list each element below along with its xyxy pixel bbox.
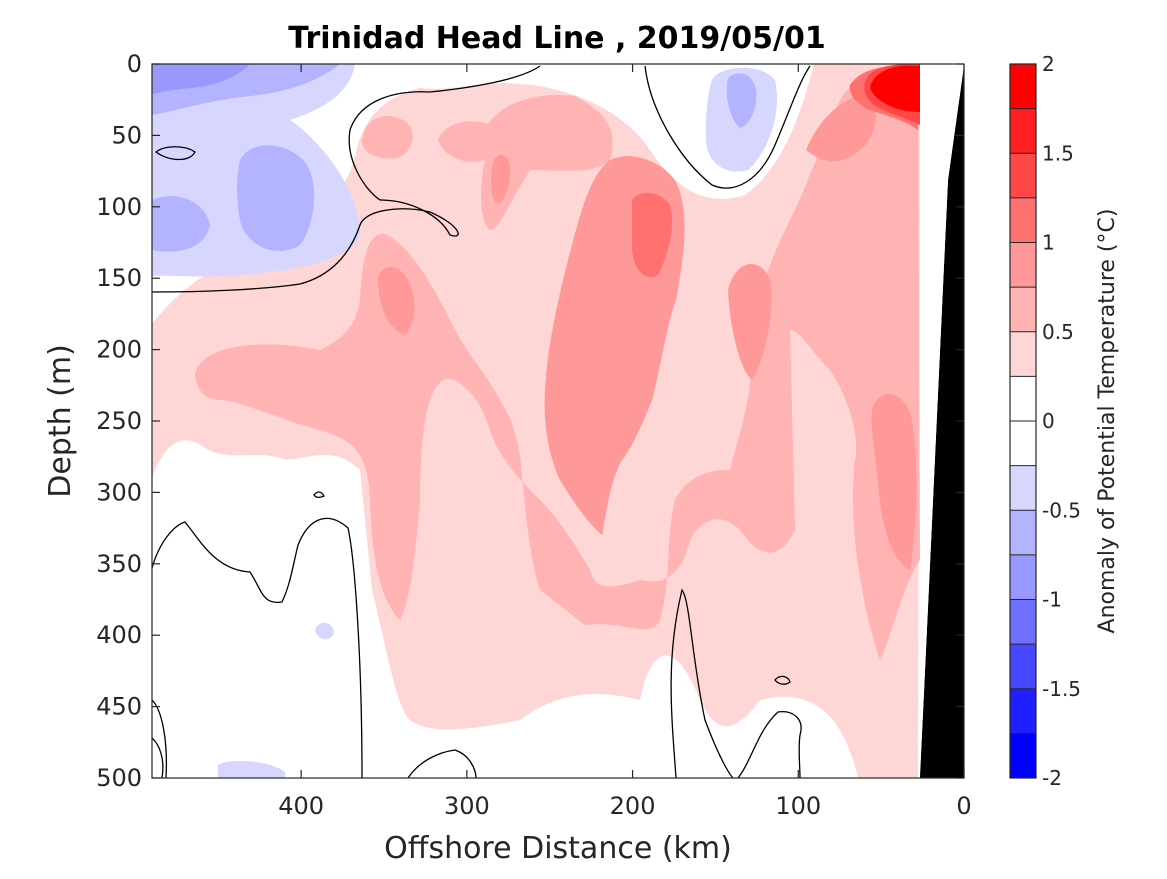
y-tick-label: 50 xyxy=(111,121,142,149)
filled-contours xyxy=(152,64,920,778)
contour-fill-1.0 xyxy=(632,193,673,277)
y-tick-label: 300 xyxy=(96,478,142,506)
zero-contour-line xyxy=(152,699,168,778)
colorbar-tick-label: -1 xyxy=(1042,588,1062,612)
colorbar-band xyxy=(1010,108,1036,154)
contour-fill-0.5-top-b xyxy=(438,95,613,230)
zero-contour-line xyxy=(313,491,325,499)
y-tick-label: 450 xyxy=(96,693,142,721)
colorbar-band xyxy=(1010,644,1036,689)
contour-fill-neg0.5-d xyxy=(726,73,757,128)
colorbar-band xyxy=(1010,510,1036,555)
colorbar-tick-label: -0.5 xyxy=(1042,498,1081,522)
zero-contour-line xyxy=(152,737,164,778)
y-tick-label: 250 xyxy=(96,407,142,435)
zero-contour-line xyxy=(407,749,477,778)
colorbar-band xyxy=(1010,242,1036,288)
contour-fill-1.75 xyxy=(870,64,920,112)
contour-fill-0.75-c xyxy=(728,263,772,380)
x-tick-label: 200 xyxy=(610,792,656,820)
colorbar-band xyxy=(1010,153,1036,198)
contour-fill-neg0.25-c xyxy=(218,760,285,778)
x-axis-label: Offshore Distance (km) xyxy=(384,831,732,866)
y-tick-label: 400 xyxy=(96,621,142,649)
colorbar-band xyxy=(1010,421,1036,466)
zero-contour-line xyxy=(154,146,196,161)
colorbar-band xyxy=(1010,376,1036,421)
colorbar: 2 1.5 1 0.5 0 -0.5 -1 -1.5 -2 xyxy=(1009,52,1081,790)
colorbar-label: Anomaly of Potential Temperature (°C) xyxy=(1095,209,1120,634)
colorbar-band xyxy=(1010,688,1036,734)
colorbar-band xyxy=(1010,64,1036,109)
y-axis: 0 50 100 150 200 250 300 350 400 450 500 xyxy=(96,50,964,792)
plot-area xyxy=(152,64,964,778)
colorbar-band xyxy=(1010,197,1036,243)
colorbar-tick-label: -2 xyxy=(1042,766,1062,790)
colorbar-frame xyxy=(1009,63,1037,779)
x-tick-label: 400 xyxy=(278,792,324,820)
y-tick-label: 100 xyxy=(96,193,142,221)
contour-fill-0.75-f xyxy=(491,155,511,204)
y-tick-label: 0 xyxy=(127,50,142,78)
coast-mask xyxy=(920,64,964,778)
x-tick-label: 0 xyxy=(956,792,971,820)
contour-fill-neg0.5-c xyxy=(237,145,315,251)
contour-fill-0.5-top-a xyxy=(362,116,413,159)
zero-contour-line xyxy=(644,65,811,189)
zero-contour-line xyxy=(774,675,791,685)
contour-fill-0.5 xyxy=(195,64,920,660)
colorbar-band xyxy=(1010,465,1036,511)
contour-fill-neg0.75 xyxy=(152,64,250,94)
y-tick-label: 500 xyxy=(96,764,142,792)
colorbar-tick-label: 0.5 xyxy=(1042,320,1074,344)
colorbar-band xyxy=(1010,554,1036,600)
colorbar-band xyxy=(1010,331,1036,377)
colorbar-band xyxy=(1010,287,1036,332)
zero-contour-line xyxy=(670,588,734,778)
colorbar-band xyxy=(1010,599,1036,645)
zero-contour-line xyxy=(737,711,802,778)
chart-title: Trinidad Head Line , 2019/05/01 xyxy=(288,21,825,56)
x-axis: 400 300 200 100 0 xyxy=(278,64,972,820)
y-axis-label: Depth (m) xyxy=(43,344,78,498)
x-tick-label: 100 xyxy=(775,792,821,820)
colorbar-tick-label: -1.5 xyxy=(1042,677,1081,701)
contour-fill-0.75-d xyxy=(871,393,917,570)
colorbar-tick-label: 1.5 xyxy=(1042,141,1074,165)
y-tick-label: 200 xyxy=(96,336,142,364)
colorbar-tick-label: 0 xyxy=(1042,409,1055,433)
contour-fill-0.75-e xyxy=(806,95,876,162)
zero-contour-line xyxy=(152,65,541,293)
contour-fill-neg0.5-b xyxy=(152,196,210,252)
y-tick-label: 150 xyxy=(96,264,142,292)
zero-contours xyxy=(152,65,811,778)
colorbar-tick-label: 2 xyxy=(1042,52,1055,76)
seafloor-fill xyxy=(920,66,964,778)
x-tick-label: 300 xyxy=(444,792,490,820)
zero-contour-line xyxy=(152,517,363,778)
contour-fill-0.75-b xyxy=(378,266,415,335)
colorbar-band xyxy=(1010,733,1036,778)
contour-fill-neg0.25-d xyxy=(315,622,334,640)
colorbar-tick-label: 1 xyxy=(1042,231,1055,255)
y-tick-label: 350 xyxy=(96,550,142,578)
